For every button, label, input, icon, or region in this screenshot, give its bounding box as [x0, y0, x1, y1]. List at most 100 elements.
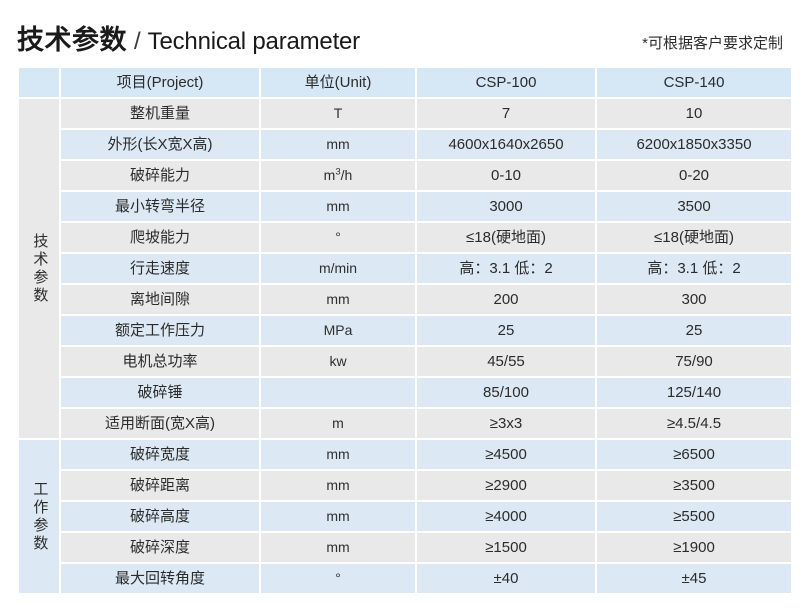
cell-item: 破碎能力	[61, 161, 259, 190]
cell-item: 行走速度	[61, 254, 259, 283]
cell-unit: mm	[261, 192, 415, 221]
cell-unit: T	[261, 99, 415, 128]
cell-unit: °	[261, 223, 415, 252]
cell-value-csp100: 200	[417, 285, 595, 314]
cell-unit: mm	[261, 440, 415, 469]
cell-item: 离地间隙	[61, 285, 259, 314]
cell-item: 适用断面(宽X高)	[61, 409, 259, 438]
page-title-en: Technical parameter	[147, 28, 361, 55]
cell-unit: mm	[261, 285, 415, 314]
cell-value-csp100: ≥4500	[417, 440, 595, 469]
cell-value-csp100: 高：3.1 低：2	[417, 254, 595, 283]
cell-unit: m/min	[261, 254, 415, 283]
cell-item: 额定工作压力	[61, 316, 259, 345]
cell-value-csp100: ≥1500	[417, 533, 595, 562]
cell-value-csp100: 0-10	[417, 161, 595, 190]
cell-item: 爬坡能力	[61, 223, 259, 252]
cell-value-csp140: 75/90	[597, 347, 791, 376]
table-row: 破碎能力 m3/h 0-10 0-20	[19, 161, 791, 190]
cell-unit: kw	[261, 347, 415, 376]
cell-item: 最小转弯半径	[61, 192, 259, 221]
table-row: 破碎深度 mm ≥1500 ≥1900	[19, 533, 791, 562]
page-title-cn: 技术参数	[17, 25, 127, 55]
table-row: 工作参数 破碎宽度 mm ≥4500 ≥6500	[19, 440, 791, 593]
cell-value-csp100: 25	[417, 316, 595, 345]
cell-unit: mm	[261, 502, 415, 531]
cell-value-csp140: 6200x1850x3350	[597, 130, 791, 159]
cell-unit: °	[261, 564, 415, 593]
cell-value-csp140: ≥3500	[597, 471, 791, 500]
cell-item: 最大回转角度	[61, 564, 259, 593]
cell-item: 破碎高度	[61, 502, 259, 531]
title-row: 技术参数 / Technical parameter *可根据客户要求定制	[17, 18, 783, 58]
table-row: 破碎距离 mm ≥2900 ≥3500	[19, 471, 791, 500]
cell-value-csp100: ±40	[417, 564, 595, 593]
cell-value-csp100: 4600x1640x2650	[417, 130, 595, 159]
table-row: 最小转弯半径 mm 3000 3500	[19, 192, 791, 221]
cell-unit: m	[261, 409, 415, 438]
column-header-csp100: CSP-100	[417, 68, 595, 97]
table-row: 行走速度 m/min 高：3.1 低：2 高：3.1 低：2	[19, 254, 791, 283]
cell-value-csp140: 高：3.1 低：2	[597, 254, 791, 283]
table-row: 爬坡能力 ° ≤18(硬地面) ≤18(硬地面)	[19, 223, 791, 252]
column-header-csp140: CSP-140	[597, 68, 791, 97]
cell-item: 外形(长X宽X高)	[61, 130, 259, 159]
table-row: 离地间隙 mm 200 300	[19, 285, 791, 314]
cell-unit: m3/h	[261, 161, 415, 190]
cell-value-csp140: ≤18(硬地面)	[597, 223, 791, 252]
technical-parameter-table: 项目(Project) 单位(Unit) CSP-100 CSP-140 技术参…	[17, 66, 793, 595]
cell-unit	[261, 378, 415, 407]
table-body: 技术参数 整机重量 T 7 10 外形(长X宽X高) mm 4600x1640x2650 620…	[19, 99, 791, 593]
cell-value-csp140: ≥4.5/4.5	[597, 409, 791, 438]
table-row: 外形(长X宽X高) mm 4600x1640x2650 6200x1850x3350	[19, 130, 791, 159]
column-header-unit: 单位(Unit)	[261, 68, 415, 97]
cell-value-csp140: 10	[597, 99, 791, 128]
cell-value-csp100: 3000	[417, 192, 595, 221]
cell-value-csp140: 3500	[597, 192, 791, 221]
page-title-separator: /	[134, 28, 141, 55]
table-row: 破碎高度 mm ≥4000 ≥5500	[19, 502, 791, 531]
table-head: 项目(Project) 单位(Unit) CSP-100 CSP-140	[19, 68, 791, 97]
table-row: 适用断面(宽X高) m ≥3x3 ≥4.5/4.5	[19, 409, 791, 438]
cell-value-csp140: ±45	[597, 564, 791, 593]
customization-note: *可根据客户要求定制	[642, 35, 783, 52]
cell-value-csp100: ≥2900	[417, 471, 595, 500]
column-header-item: 项目(Project)	[61, 68, 259, 97]
table-row: 技术参数 整机重量 T 7 10	[19, 99, 791, 438]
page-title: 技术参数 / Technical parameter	[17, 18, 360, 57]
table-header-row: 项目(Project) 单位(Unit) CSP-100 CSP-140	[19, 68, 791, 97]
cell-item: 破碎锤	[61, 378, 259, 407]
cell-value-csp100: ≥3x3	[417, 409, 595, 438]
table-row: 电机总功率 kw 45/55 75/90	[19, 347, 791, 376]
cell-value-csp100: 45/55	[417, 347, 595, 376]
cell-value-csp100: ≤18(硬地面)	[417, 223, 595, 252]
group-label-text: 工作参数	[31, 480, 49, 553]
cell-item: 破碎深度	[61, 533, 259, 562]
cell-unit: MPa	[261, 316, 415, 345]
cell-item: 破碎宽度	[61, 440, 259, 469]
cell-value-csp140: ≥5500	[597, 502, 791, 531]
table-row: 额定工作压力 MPa 25 25	[19, 316, 791, 345]
cell-value-csp100: 85/100	[417, 378, 595, 407]
cell-value-csp140: 0-20	[597, 161, 791, 190]
cell-unit: mm	[261, 130, 415, 159]
cell-value-csp140: 125/140	[597, 378, 791, 407]
group-label-tech: 技术参数	[19, 99, 59, 438]
cell-value-csp100: ≥4000	[417, 502, 595, 531]
cell-unit: mm	[261, 471, 415, 500]
cell-item: 破碎距离	[61, 471, 259, 500]
cell-unit: mm	[261, 533, 415, 562]
table-row: 破碎锤 85/100 125/140	[19, 378, 791, 407]
cell-item: 整机重量	[61, 99, 259, 128]
group-label-text: 技术参数	[31, 232, 49, 305]
cell-item: 电机总功率	[61, 347, 259, 376]
column-header-group	[19, 68, 59, 97]
cell-value-csp140: ≥6500	[597, 440, 791, 469]
cell-value-csp140: 25	[597, 316, 791, 345]
cell-value-csp100: 7	[417, 99, 595, 128]
cell-value-csp140: ≥1900	[597, 533, 791, 562]
table-row: 最大回转角度 ° ±40 ±45	[19, 564, 791, 593]
cell-value-csp140: 300	[597, 285, 791, 314]
group-label-work: 工作参数	[19, 440, 59, 593]
